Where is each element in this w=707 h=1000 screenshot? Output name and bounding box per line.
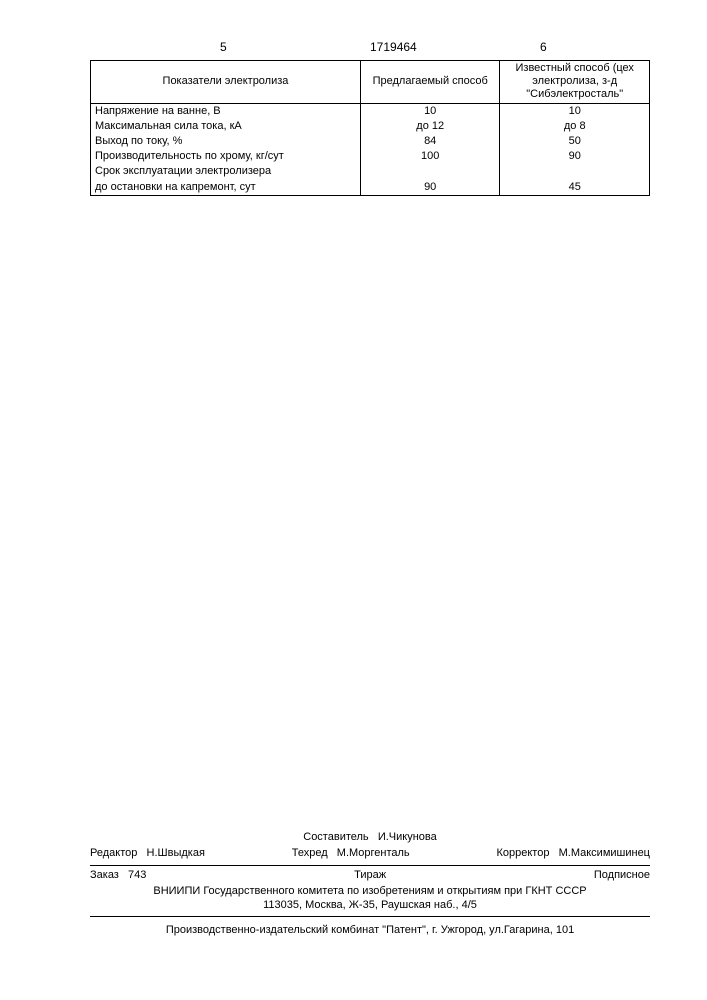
page-col-left: 5 [220,40,227,54]
header-param: Показатели электролиза [91,61,361,104]
cell-param: Выход по току, % [91,134,361,149]
subscription-label: Подписное [594,868,650,882]
cell-param: Напряжение на ванне, В [91,103,361,119]
tech-name: М.Моргенталь [337,847,410,859]
order-group: Заказ 743 [90,868,146,882]
credits-line: Редактор Н.Швыдкая Техред М.Моргенталь К… [90,846,650,860]
editor-label: Редактор [90,847,137,859]
cell-v2 [500,164,650,179]
table-row: Максимальная сила тока, кА до 12 до 8 [91,119,650,134]
corrector-label: Корректор [496,847,549,859]
table-header-row: Показатели электролиза Предлагаемый спос… [91,61,650,104]
cell-param: Максимальная сила тока, кА [91,119,361,134]
org-line1: ВНИИПИ Государственного комитета по изоб… [90,884,650,898]
cell-v1: 90 [360,180,499,196]
page-col-right: 6 [540,40,547,54]
compiler-name: И.Чикунова [378,831,437,843]
cell-v2: 50 [500,134,650,149]
cell-v1: 84 [360,134,499,149]
cell-v1: до 12 [360,119,499,134]
tech-label: Техред [292,847,328,859]
cell-param: до остановки на капремонт, сут [91,180,361,196]
cell-param: Производительность по хрому, кг/сут [91,149,361,164]
tech-group: Техред М.Моргенталь [292,846,410,860]
order-num: 743 [128,869,146,881]
footer-block: Составитель И.Чикунова Редактор Н.Швыдка… [90,830,650,938]
compiler-line: Составитель И.Чикунова [90,830,650,844]
order-label: Заказ [90,869,119,881]
corrector-name: М.Максимишинец [559,847,650,859]
electrolysis-table: Показатели электролиза Предлагаемый спос… [90,60,650,196]
tirage-label: Тираж [354,868,386,882]
cell-v2: 90 [500,149,650,164]
cell-v2: 10 [500,103,650,119]
table-row: Срок эксплуатации электролизера [91,164,650,179]
corrector-group: Корректор М.Максимишинец [496,846,650,860]
header-method1: Предлагаемый способ [360,61,499,104]
cell-v2: до 8 [500,119,650,134]
header-method2: Известный способ (цех электролиза, з-д "… [500,61,650,104]
table-row: Выход по току, % 84 50 [91,134,650,149]
editor-group: Редактор Н.Швыдкая [90,846,205,860]
cell-v1 [360,164,499,179]
editor-name: Н.Швыдкая [147,847,205,859]
org-line2: 113035, Москва, Ж-35, Раушская наб., 4/5 [90,898,650,912]
order-line: Заказ 743 Тираж Подписное [90,868,650,882]
cell-param: Срок эксплуатации электролизера [91,164,361,179]
cell-v2: 45 [500,180,650,196]
table-row: Напряжение на ванне, В 10 10 [91,103,650,119]
cell-v1: 10 [360,103,499,119]
patent-page: 5 1719464 6 Показатели электролиза Предл… [0,0,707,1000]
compiler-label: Составитель [303,831,368,843]
table-row: до остановки на капремонт, сут 90 45 [91,180,650,196]
table-row: Производительность по хрому, кг/сут 100 … [91,149,650,164]
divider [90,916,650,917]
divider [90,865,650,866]
patent-number: 1719464 [370,40,417,54]
cell-v1: 100 [360,149,499,164]
publisher-line: Производственно-издательский комбинат "П… [90,923,650,937]
